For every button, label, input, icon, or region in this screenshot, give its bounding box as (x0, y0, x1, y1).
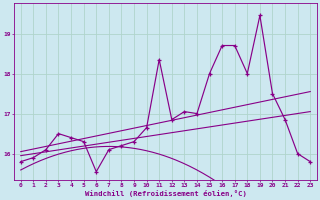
X-axis label: Windchill (Refroidissement éolien,°C): Windchill (Refroidissement éolien,°C) (84, 190, 246, 197)
